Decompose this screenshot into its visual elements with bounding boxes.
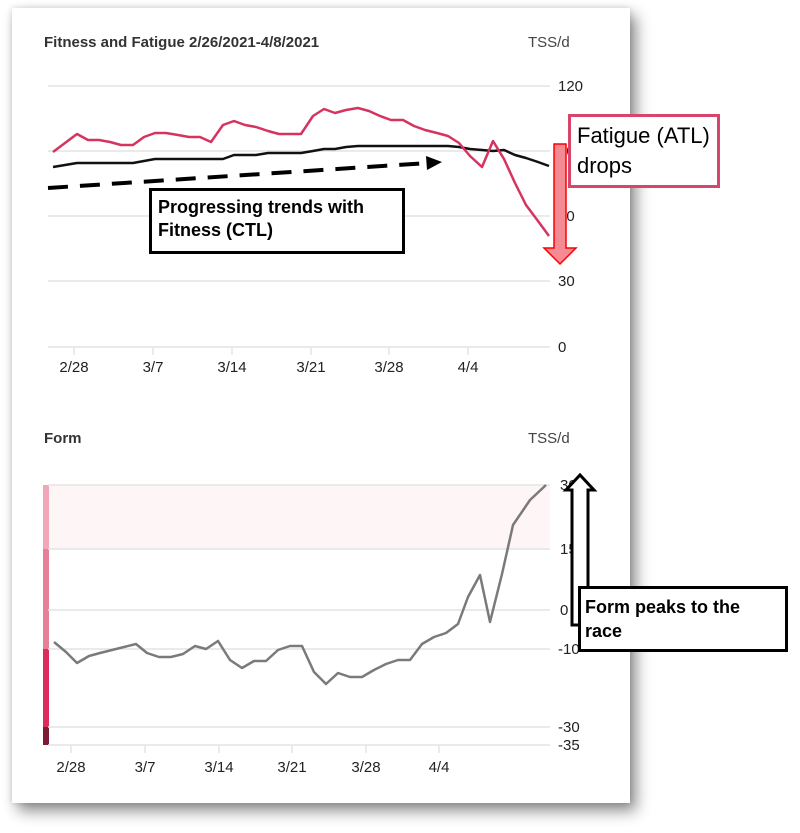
form-title: Form [44,430,82,447]
y-tick-minus-35: -35 [558,737,580,754]
chart-card [12,8,630,803]
zone-overreaching [43,727,49,745]
upper-x-ticks [73,347,469,355]
x-tick-4-4: 4/4 [458,359,479,376]
upper-unit-label: TSS/d [528,34,570,51]
ctl-annotation-box: Progressing trends with Fitness (CTL) [149,188,405,254]
upper-gridlines [48,85,550,348]
x-tick-3-14: 3/14 [217,359,246,376]
x-tick-3-21: 3/21 [277,759,306,776]
y-tick-30: 30 [558,273,575,290]
y-tick-0: 0 [558,339,566,356]
lower-unit-label: TSS/d [528,430,570,447]
lower-x-axis-labels: 2/28 3/7 3/14 3/21 3/28 4/4 [56,759,449,776]
form-line [53,484,547,686]
form-zone-bar [43,485,49,745]
x-tick-3-7: 3/7 [143,359,164,376]
y-tick-minus-30: -30 [558,719,580,736]
y-tick-0: 0 [560,602,568,619]
atl-drop-arrow [542,143,578,266]
lower-x-ticks [70,745,440,753]
fitness-ctl-line [52,144,550,169]
y-tick-minus-10: -10 [558,641,580,658]
x-tick-4-4: 4/4 [429,759,450,776]
form-annotation-box: Form peaks to the race [578,586,788,652]
zone-neutral [43,549,49,649]
fitness-fatigue-title: Fitness and Fatigue 2/26/2021-4/8/2021 [44,34,320,51]
x-tick-3-28: 3/28 [374,359,403,376]
x-tick-2-28: 2/28 [56,759,85,776]
x-tick-3-7: 3/7 [135,759,156,776]
fatigue-atl-line [52,106,551,237]
x-tick-3-21: 3/21 [296,359,325,376]
x-tick-2-28: 2/28 [59,359,88,376]
zone-optimal [43,649,49,727]
zone-fresh [43,485,49,549]
y-tick-120: 120 [558,78,583,95]
lower-gridlines [48,484,550,746]
atl-annotation-box: Fatigue (ATL) drops [568,114,720,188]
x-tick-3-28: 3/28 [351,759,380,776]
x-tick-3-14: 3/14 [204,759,233,776]
ctl-trend-arrow [47,156,442,190]
upper-x-axis-labels: 2/28 3/7 3/14 3/21 3/28 4/4 [59,359,478,376]
form-zones [48,485,550,549]
